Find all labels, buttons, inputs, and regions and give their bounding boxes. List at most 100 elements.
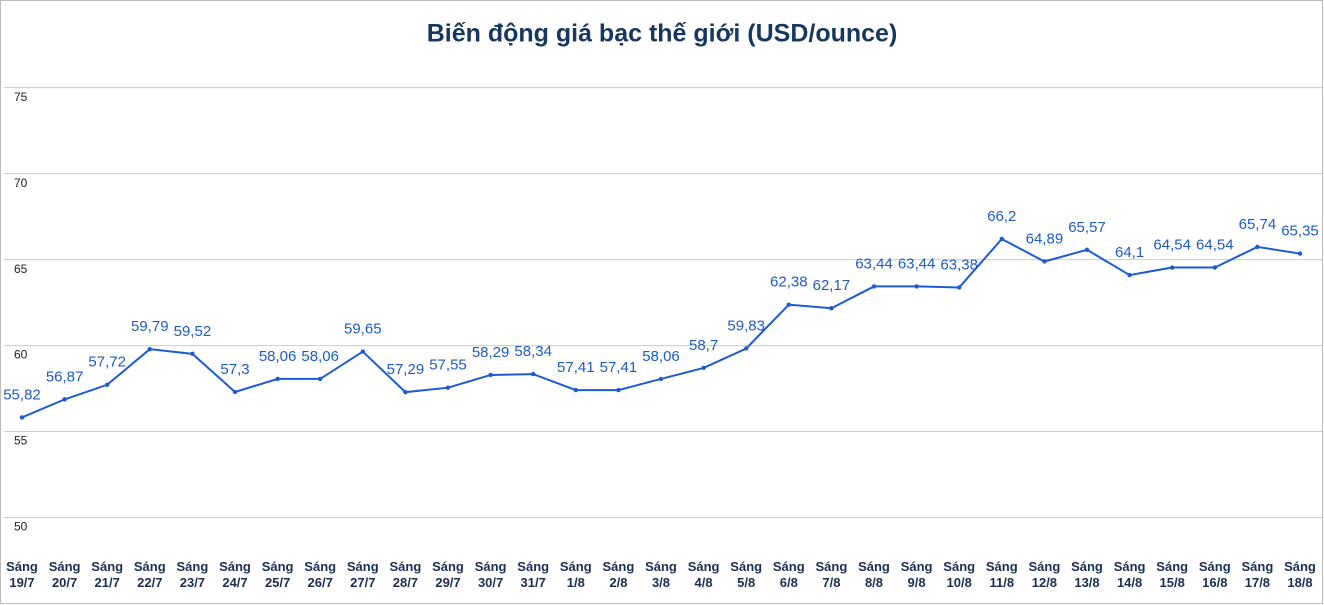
x-tick-label-line: Sáng [645, 559, 677, 574]
x-tick-label-line: Sáng [730, 559, 762, 574]
x-tick-label-line: 21/7 [95, 575, 120, 590]
x-tick-label-line: Sáng [475, 559, 507, 574]
point [403, 389, 408, 395]
data-label: 59,79 [131, 318, 169, 335]
x-tick-label-line: 15/8 [1160, 575, 1185, 590]
point [318, 376, 323, 382]
x-tick-label-line: 11/8 [990, 575, 1015, 590]
x-tick-label-line: Sáng [816, 559, 848, 574]
x-tick-label-line: Sáng [1199, 559, 1231, 574]
x-tick-label-line: 20/7 [52, 575, 77, 590]
chart-title: Biến động giá bạc thế giới (USD/ounce) [427, 20, 898, 48]
x-tick-label-line: Sáng [1242, 559, 1274, 574]
x-tick-label-line: Sáng [262, 559, 294, 574]
x-tick-label: Sáng 7/8 [816, 559, 848, 590]
x-tick-label-line: Sáng [773, 559, 805, 574]
x-tick-label: Sáng 30/7 [475, 559, 507, 590]
x-tick-label: Sáng 22/7 [134, 559, 166, 590]
x-tick-label-line: Sáng [986, 559, 1018, 574]
x-tick-label: Sáng 27/7 [347, 559, 379, 590]
data-label: 65,35 [1281, 223, 1319, 240]
point [275, 376, 280, 382]
x-tick-label-line: 3/8 [652, 575, 670, 590]
x-tick-label: Sáng 16/8 [1199, 559, 1231, 590]
x-tick-label: Sáng 10/8 [943, 559, 975, 590]
data-label: 66,2 [987, 208, 1016, 225]
data-label: 57,72 [88, 354, 126, 371]
point [1212, 265, 1218, 270]
x-tick-label-line: 16/8 [1202, 575, 1227, 590]
x-tick-label: Sáng 26/7 [304, 559, 336, 590]
point [147, 346, 152, 352]
point [1297, 251, 1303, 256]
data-label: 58,34 [514, 343, 552, 360]
x-tick-label-line: 22/7 [137, 575, 162, 590]
x-tick-label-line: 5/8 [737, 575, 755, 590]
point [19, 415, 25, 420]
data-label: 58,06 [301, 348, 339, 365]
data-label: 64,54 [1153, 236, 1191, 253]
x-tick-label-line: 30/7 [478, 575, 503, 590]
point [786, 302, 791, 307]
data-label: 62,17 [813, 277, 851, 294]
data-label: 65,74 [1239, 216, 1277, 233]
x-tick-label-line: 13/8 [1074, 575, 1099, 590]
x-tick-label: Sáng 19/7 [6, 559, 38, 590]
x-tick-label-line: 9/8 [908, 575, 926, 590]
point [573, 387, 578, 393]
x-tick-label-line: 10/8 [947, 575, 972, 590]
point [871, 284, 877, 289]
x-tick-label: Sáng 8/8 [858, 559, 890, 590]
x-tick-label: Sáng 17/8 [1242, 559, 1274, 590]
x-tick-label: Sáng 28/7 [390, 559, 422, 590]
x-tick-label-line: Sáng [943, 559, 975, 574]
x-tick-label-line: Sáng [177, 559, 209, 574]
x-tick-label-line: 24/7 [222, 575, 247, 590]
x-tick-label-line: Sáng [688, 559, 720, 574]
x-tick-label-line: 2/8 [609, 575, 627, 590]
x-tick-label-line: 19/7 [9, 575, 34, 590]
x-tick-label-line: Sáng [390, 559, 422, 574]
x-tick-label-line: 18/8 [1287, 575, 1312, 590]
data-label: 64,54 [1196, 236, 1234, 253]
data-label: 64,1 [1115, 244, 1144, 261]
x-tick-label-line: Sáng [858, 559, 890, 574]
point [744, 346, 749, 351]
point [1170, 265, 1175, 270]
x-tick-label: Sáng 23/7 [177, 559, 209, 590]
x-tick-label: Sáng 21/7 [91, 559, 123, 590]
data-label: 59,83 [727, 317, 765, 334]
x-tick-label-line: 25/7 [265, 575, 290, 590]
x-tick-label-line: Sáng [304, 559, 336, 574]
x-tick-label-line: Sáng [49, 559, 81, 574]
x-tick-label-line: 8/8 [865, 575, 883, 590]
data-label: 57,3 [220, 361, 249, 378]
data-label: 55,82 [3, 386, 41, 403]
y-tick-label: 50 [14, 520, 28, 534]
x-tick-label: Sáng 31/7 [517, 559, 549, 590]
data-label: 58,06 [642, 348, 680, 365]
data-label: 65,57 [1068, 219, 1106, 236]
x-tick-label: Sáng 11/8 [986, 559, 1018, 590]
x-tick-label-line: Sáng [1284, 559, 1316, 574]
x-tick-label: Sáng 20/7 [49, 559, 81, 590]
data-label: 57,29 [387, 361, 425, 378]
x-tick-label-line: Sáng [517, 559, 549, 574]
x-tick-label-line: 26/7 [308, 575, 333, 590]
x-tick-label-line: 1/8 [567, 575, 585, 590]
data-label: 57,41 [600, 359, 638, 376]
x-tick-label: Sáng 15/8 [1156, 559, 1188, 590]
point [62, 397, 67, 402]
point [914, 284, 919, 289]
x-tick-label-line: 14/8 [1117, 575, 1142, 590]
point [829, 306, 834, 311]
x-tick-label-line: 29/7 [435, 575, 460, 590]
data-label: 63,44 [855, 255, 893, 272]
y-tick-label: 65 [14, 262, 28, 276]
point [1084, 247, 1090, 253]
x-tick-label: Sáng 1/8 [560, 559, 592, 590]
point [957, 285, 962, 290]
x-tick-label-line: Sáng [6, 559, 38, 574]
point [105, 382, 110, 387]
